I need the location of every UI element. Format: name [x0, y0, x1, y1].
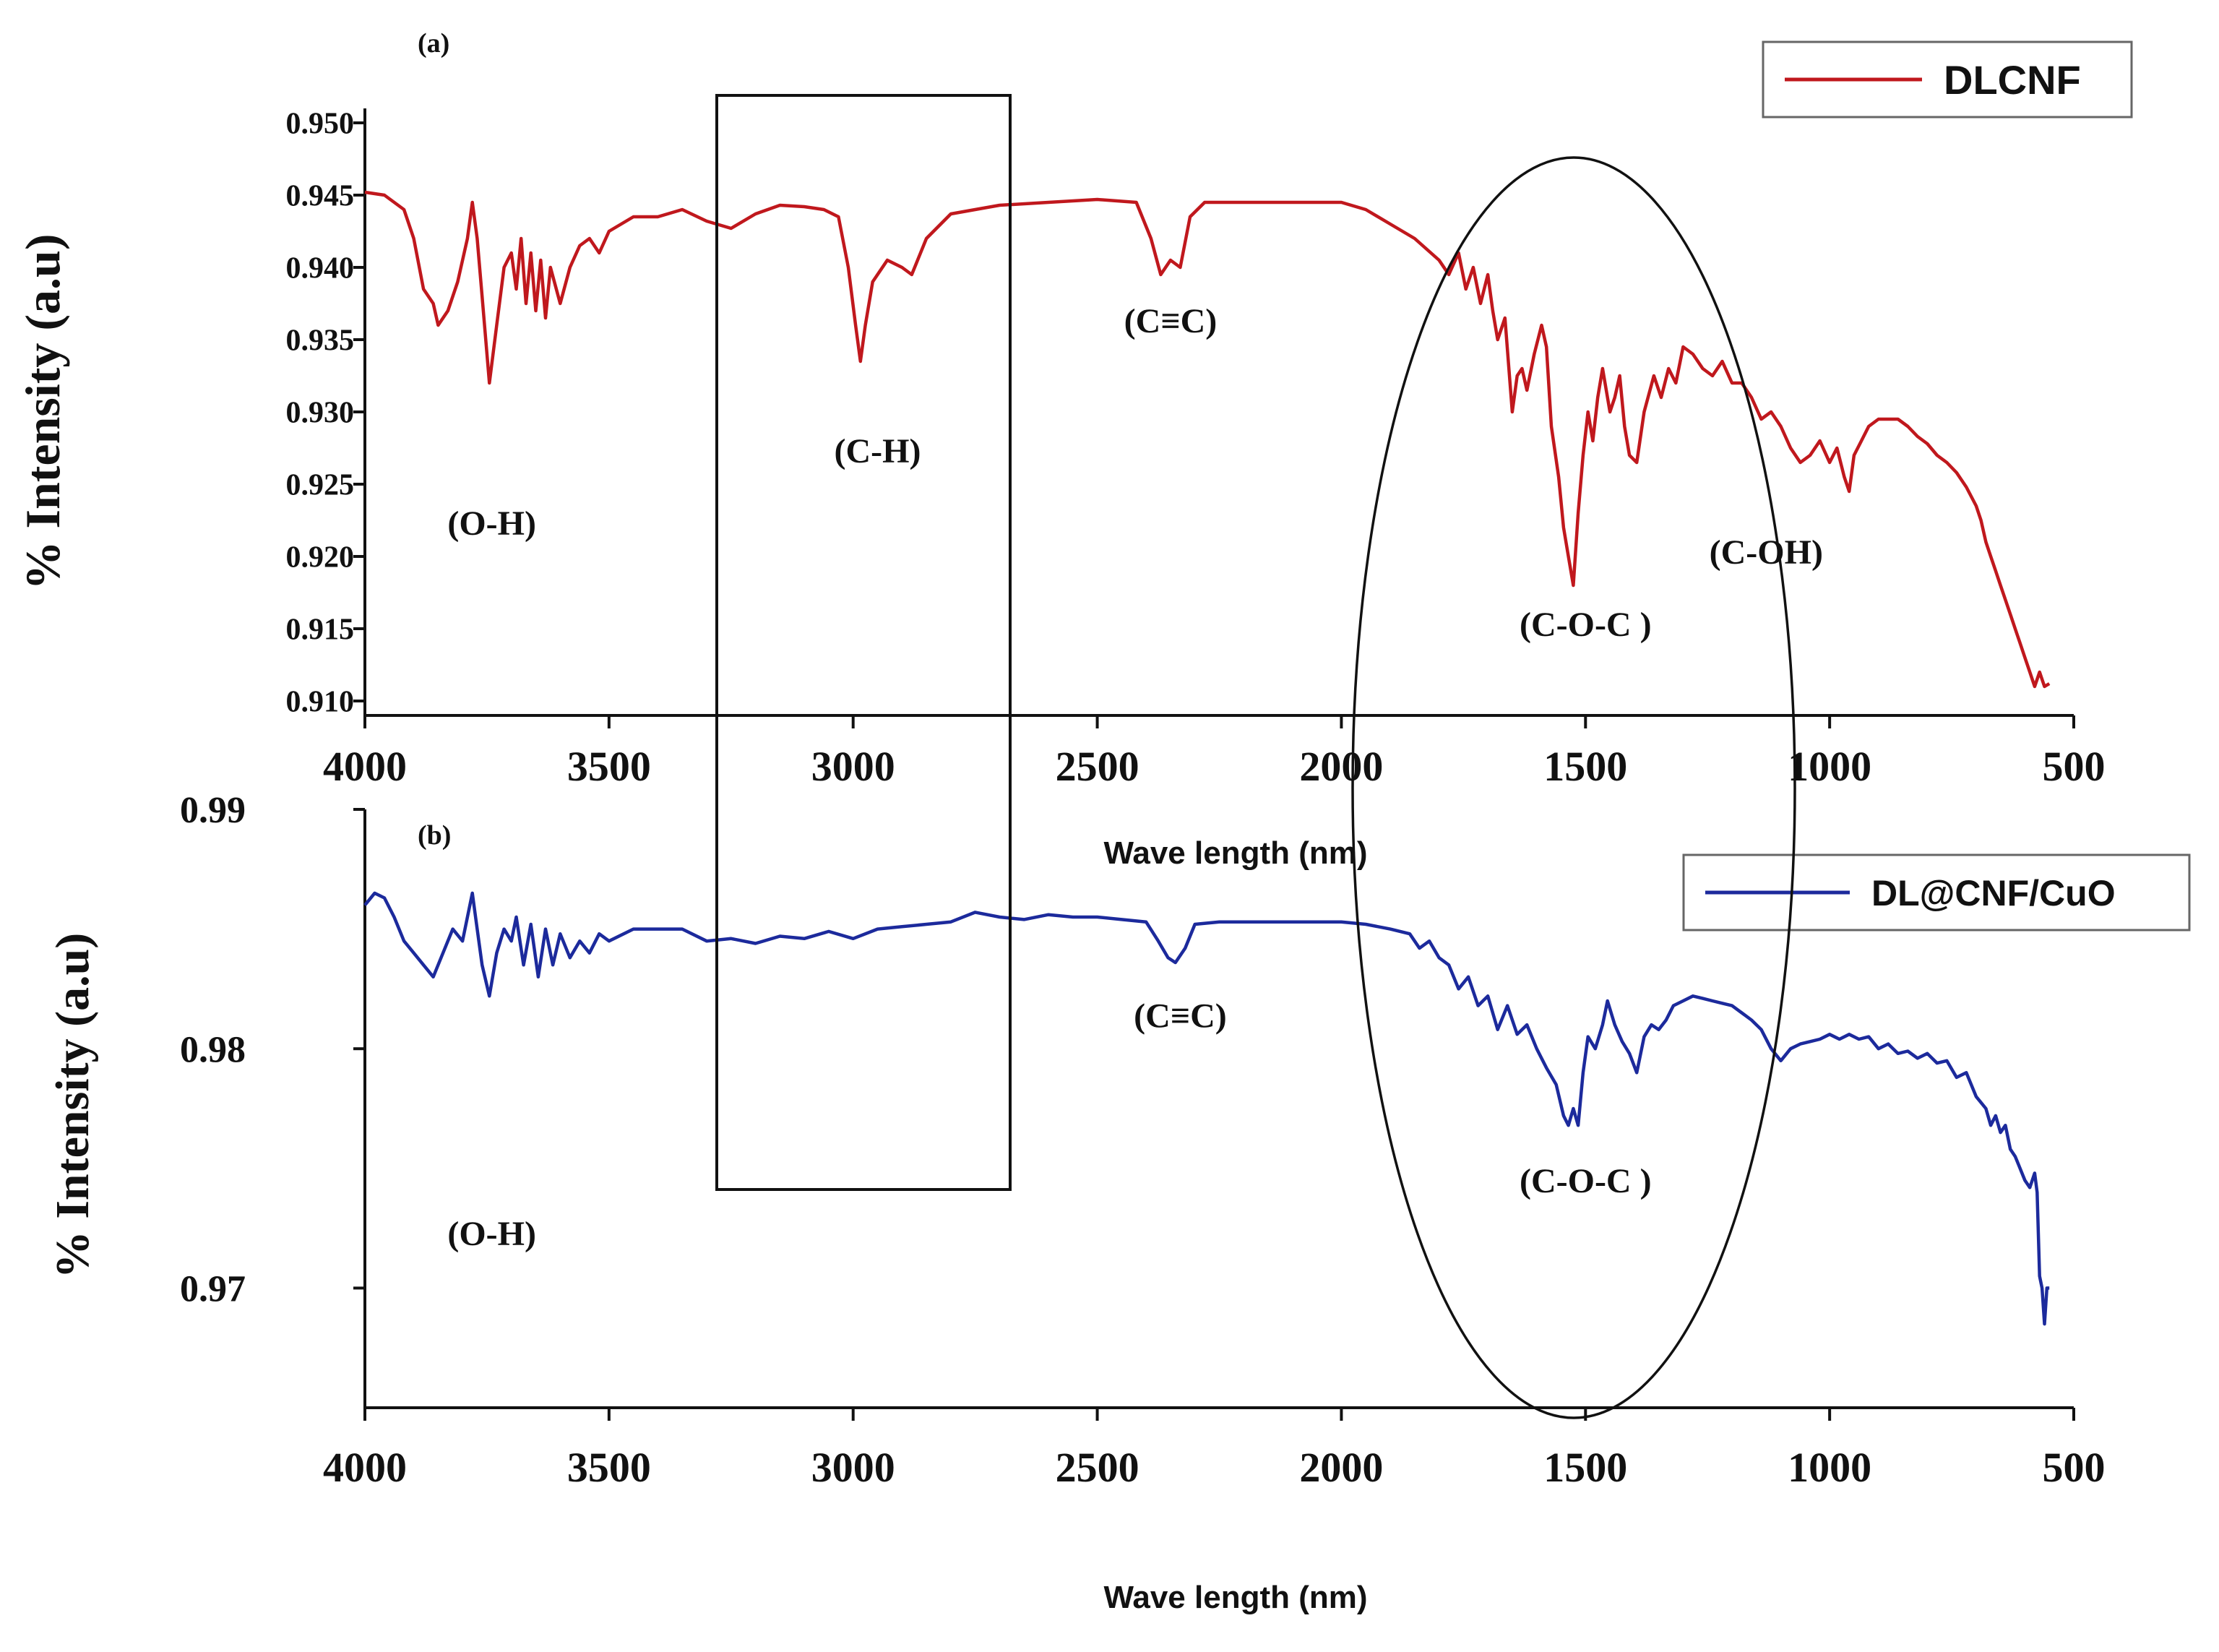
x-axis-title: Wave length (nm)	[1103, 835, 1367, 871]
peak-annotation: (O-H)	[447, 504, 536, 543]
panel-letter: (a)	[418, 28, 449, 59]
y-tick-label: 0.98	[180, 1029, 246, 1070]
highlight-ellipse	[1351, 156, 1796, 1419]
peak-annotation: (C-O-C )	[1520, 1162, 1652, 1200]
x-tick-label: 1500	[1543, 1444, 1627, 1491]
x-tick-label: 1000	[1788, 1444, 1871, 1491]
y-tick-label: 0.945	[286, 180, 355, 213]
x-tick-label: 3500	[567, 743, 651, 790]
x-axis-title: Wave length (nm)	[1103, 1580, 1367, 1615]
x-tick-label: 2500	[1056, 743, 1139, 790]
peak-annotation: (O-H)	[447, 1215, 536, 1253]
peak-annotation: (C-OH)	[1710, 533, 1823, 572]
x-tick-label: 2000	[1299, 743, 1383, 790]
y-tick-label: 0.910	[286, 686, 355, 719]
y-tick-label: 0.920	[286, 541, 355, 575]
x-tick-label: 1500	[1543, 743, 1627, 790]
y-tick-label: 0.935	[286, 324, 355, 358]
y-tick-label: 0.915	[286, 614, 355, 647]
series-line-dl-cnf-cuo	[363, 891, 2050, 1326]
y-tick-label: 0.97	[180, 1269, 246, 1310]
y-tick-label: 0.940	[286, 252, 355, 285]
x-tick-label: 3500	[567, 1444, 651, 1491]
x-tick-label: 500	[2043, 743, 2106, 790]
peak-annotation: (C-H)	[835, 432, 921, 470]
x-tick-label: 2000	[1299, 1444, 1383, 1491]
highlight-overlay	[715, 94, 1796, 1419]
x-tick-label: 3000	[811, 1444, 895, 1491]
y-tick-label: 0.930	[286, 397, 355, 430]
peak-annotation: (C-O-C )	[1520, 606, 1652, 644]
legend-label: DLCNF	[1944, 57, 2081, 103]
peak-annotation: (C≡C)	[1134, 997, 1227, 1035]
panel-a: 0.910 0.915 0.920 0.925 0.930 0.935 0.940 0.945…	[15, 28, 2133, 871]
y-tick-label: 0.99	[180, 790, 246, 831]
x-tick-label: 4000	[323, 743, 407, 790]
panel-b: 0.97 0.98 0.99 4000 3500 3000 2500 2000 1500 1000…	[46, 790, 2191, 1615]
series-line-dlcnf	[364, 190, 2051, 689]
y-axis-title: % Intensity (a.u)	[15, 233, 70, 590]
panel-letter: (b)	[418, 820, 451, 851]
y-axis-title: % Intensity (a.u)	[46, 933, 99, 1279]
x-tick-label: 4000	[323, 1444, 407, 1491]
highlight-rectangle	[715, 94, 1012, 1191]
x-tick-label: 2500	[1056, 1444, 1139, 1491]
y-tick-label: 0.950	[286, 108, 355, 141]
legend-label: DL@CNF/CuO	[1871, 873, 2116, 913]
x-tick-label: 1000	[1788, 743, 1871, 790]
peak-annotation: (C≡C)	[1124, 302, 1218, 340]
x-tick-label: 3000	[811, 743, 895, 790]
x-tick-label: 500	[2043, 1444, 2106, 1491]
y-tick-label: 0.925	[286, 469, 355, 502]
